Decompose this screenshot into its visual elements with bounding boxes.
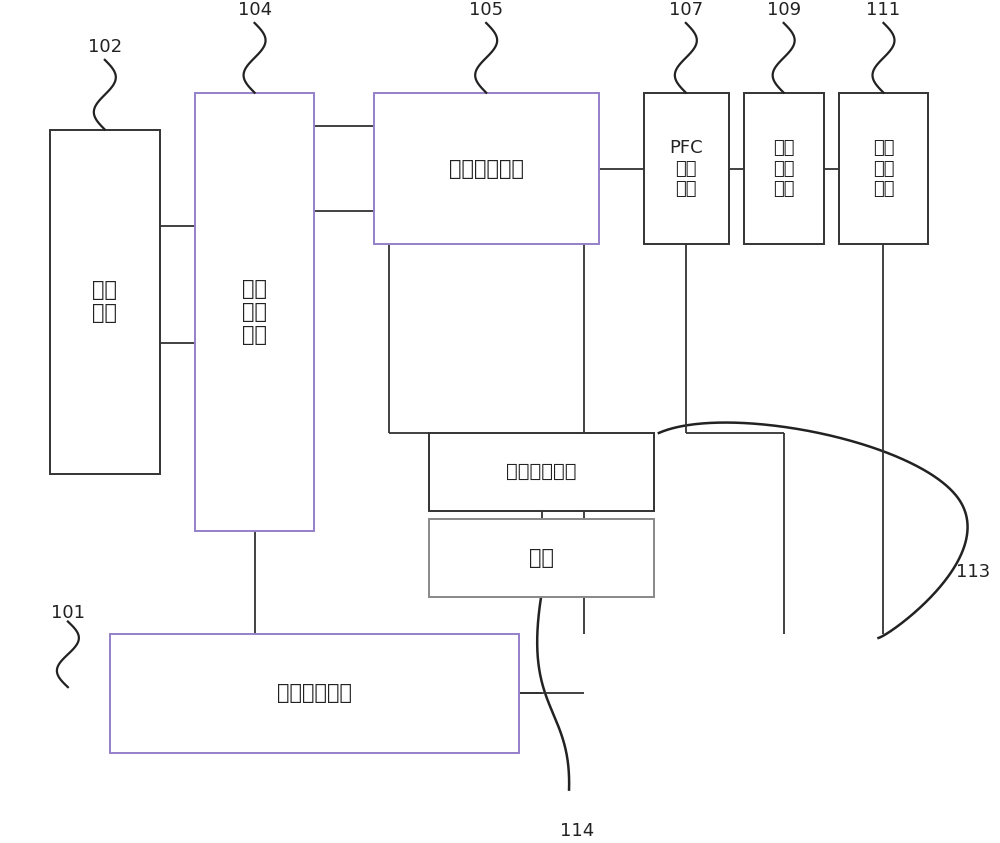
Bar	[195, 93, 314, 531]
Bar	[644, 93, 729, 244]
Text: 104: 104	[238, 1, 272, 19]
Text: 交流
控制
开关: 交流 控制 开关	[773, 139, 794, 198]
Text: 电流变换模块: 电流变换模块	[449, 158, 524, 179]
Text: 高压
电池: 高压 电池	[92, 280, 117, 324]
Bar	[744, 93, 824, 244]
Bar	[429, 519, 654, 597]
Text: PFC
功率
电感: PFC 功率 电感	[670, 139, 703, 198]
Text: 101: 101	[51, 604, 85, 621]
Text: 电机控制开关: 电机控制开关	[506, 463, 577, 481]
Text: 111: 111	[866, 1, 901, 19]
Bar	[110, 634, 519, 753]
Text: 主控单元模块: 主控单元模块	[277, 684, 352, 703]
Bar	[50, 130, 160, 474]
Text: 114: 114	[560, 823, 594, 840]
Text: 交流
充电
插座: 交流 充电 插座	[873, 139, 894, 198]
Text: 直流
预充
模块: 直流 预充 模块	[242, 279, 267, 345]
Bar	[839, 93, 928, 244]
Text: 102: 102	[88, 38, 122, 56]
Text: 105: 105	[469, 1, 503, 19]
Bar	[429, 433, 654, 511]
Text: 113: 113	[956, 563, 991, 582]
Bar	[374, 93, 599, 244]
Text: 电机: 电机	[529, 548, 554, 568]
Text: 107: 107	[669, 1, 703, 19]
Text: 109: 109	[767, 1, 801, 19]
